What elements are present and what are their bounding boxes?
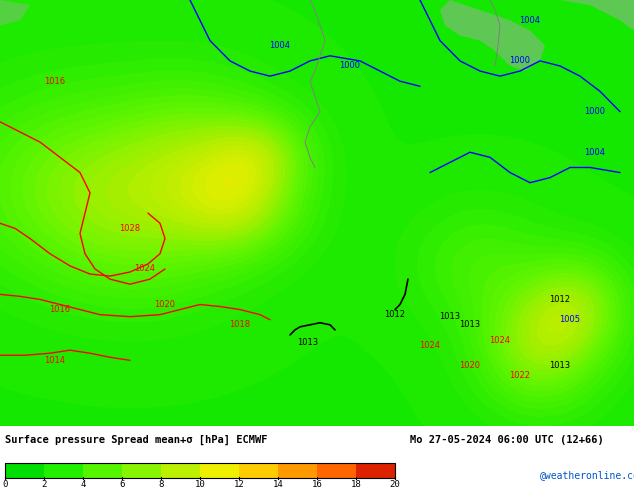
Text: 1013: 1013 <box>297 338 318 346</box>
Bar <box>161 463 200 478</box>
Text: 1014: 1014 <box>44 356 65 365</box>
Text: 12: 12 <box>233 480 244 489</box>
Text: 1000: 1000 <box>585 107 605 116</box>
Text: 1024: 1024 <box>420 341 441 349</box>
Text: 1005: 1005 <box>559 315 581 324</box>
Text: 1024: 1024 <box>134 265 155 273</box>
Bar <box>5 463 395 478</box>
Text: 1012: 1012 <box>384 310 406 319</box>
Text: 1013: 1013 <box>439 312 460 321</box>
Text: Mo 27-05-2024 06:00 UTC (12+66): Mo 27-05-2024 06:00 UTC (12+66) <box>410 435 604 445</box>
Bar <box>200 463 239 478</box>
Bar <box>122 463 161 478</box>
Text: 1013: 1013 <box>460 320 481 329</box>
Text: 1022: 1022 <box>510 371 531 380</box>
Text: Surface pressure Spread mean+σ [hPa] ECMWF: Surface pressure Spread mean+σ [hPa] ECM… <box>5 435 268 445</box>
Polygon shape <box>560 0 634 30</box>
Text: 1018: 1018 <box>230 320 250 329</box>
Text: 16: 16 <box>312 480 322 489</box>
Text: 0: 0 <box>3 480 8 489</box>
Text: 1020: 1020 <box>460 361 481 370</box>
Text: 1020: 1020 <box>155 300 176 309</box>
Text: 1004: 1004 <box>269 41 290 50</box>
Text: 1013: 1013 <box>550 361 571 370</box>
Text: 1016: 1016 <box>44 77 65 86</box>
Text: 1000: 1000 <box>339 61 361 71</box>
Bar <box>83 463 122 478</box>
Text: 4: 4 <box>81 480 86 489</box>
Bar <box>278 463 317 478</box>
Text: 1000: 1000 <box>510 56 531 65</box>
Text: 18: 18 <box>351 480 361 489</box>
Text: 1016: 1016 <box>49 305 70 314</box>
Bar <box>356 463 395 478</box>
Polygon shape <box>440 0 545 71</box>
Text: 6: 6 <box>119 480 125 489</box>
Text: 2: 2 <box>41 480 47 489</box>
Polygon shape <box>0 0 30 25</box>
Text: 1004: 1004 <box>519 16 541 25</box>
Text: 14: 14 <box>273 480 283 489</box>
Text: 10: 10 <box>195 480 205 489</box>
Text: 8: 8 <box>158 480 164 489</box>
Text: 1012: 1012 <box>550 295 571 304</box>
Text: @weatheronline.co.uk: @weatheronline.co.uk <box>540 470 634 480</box>
Text: 1028: 1028 <box>119 224 141 233</box>
Text: 20: 20 <box>390 480 401 489</box>
Bar <box>44 463 83 478</box>
Text: 1024: 1024 <box>489 336 510 344</box>
Bar <box>317 463 356 478</box>
Bar <box>239 463 278 478</box>
Text: 1004: 1004 <box>585 148 605 157</box>
Bar <box>5 463 44 478</box>
